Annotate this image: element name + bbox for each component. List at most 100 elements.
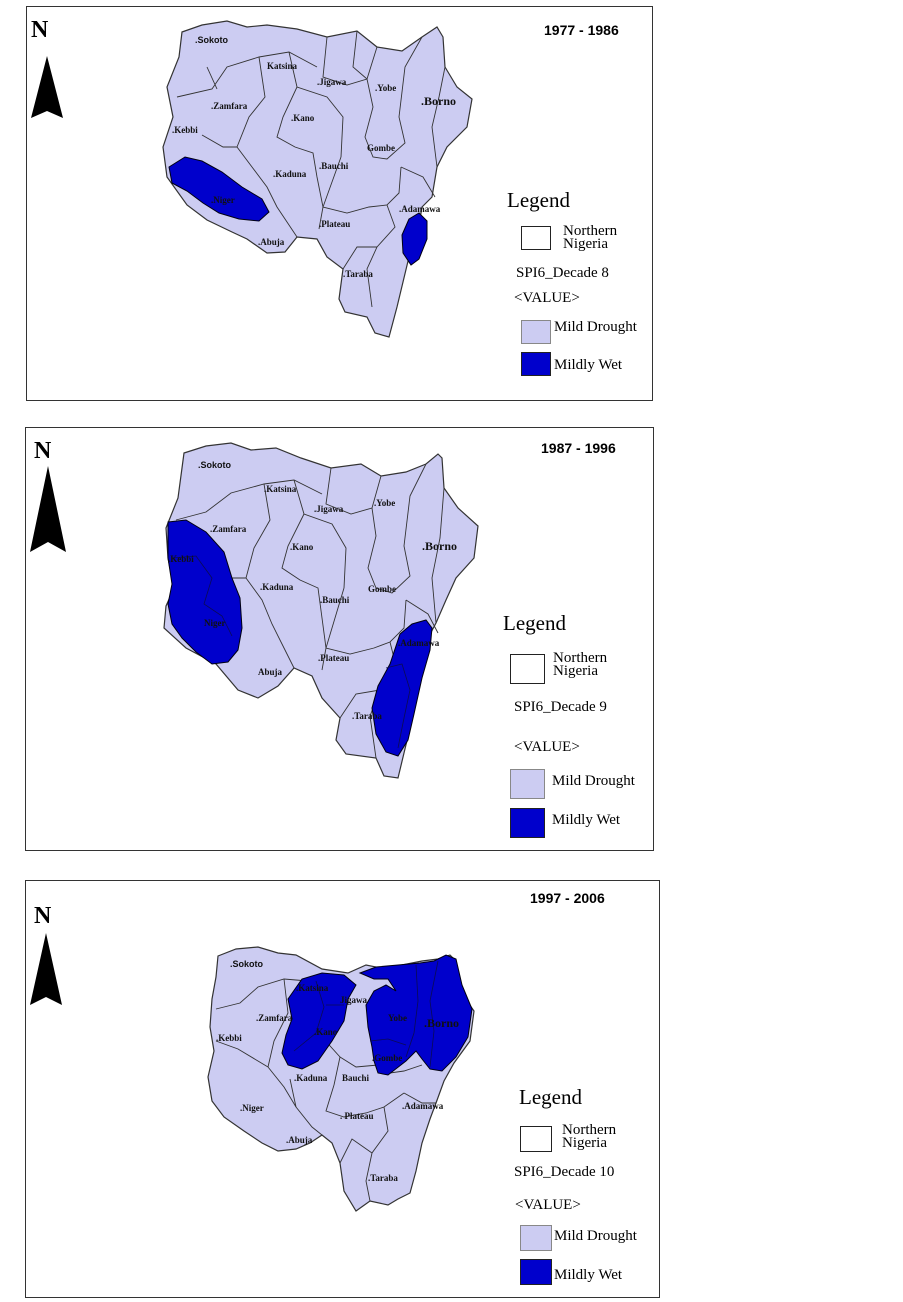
state-label-adamawa: .Adamawa: [398, 638, 440, 648]
mildly-wet-zone-east: [371, 619, 433, 757]
state-label-gombe: Gombe: [367, 143, 395, 153]
state-label-abuja: .Abuja: [258, 237, 285, 247]
legend-northern-line2: Nigeria: [562, 1135, 607, 1151]
legend-class-mild-drought: Mild Drought: [554, 1228, 637, 1244]
legend-swatch-mildly-wet: [520, 1259, 552, 1285]
legend-title: Legend: [519, 1085, 582, 1109]
legend-layer-name: SPI6_Decade 10: [514, 1164, 615, 1180]
legend-swatch-mild-drought: [510, 769, 545, 799]
state-label-plateau: .Plateau: [319, 219, 350, 229]
legend-northern-line2: Nigeria: [553, 663, 598, 679]
state-label-borno: .Borno: [421, 94, 456, 108]
state-label-niger: .Niger: [211, 195, 235, 205]
state-label-kaduna: .Kaduna: [273, 169, 307, 179]
state-label-sokoto: .Sokoto: [198, 460, 232, 470]
state-label-katsina: .Katsina: [296, 983, 329, 993]
state-label-kaduna: .Kaduna: [260, 582, 294, 592]
legend-northern-line1: Northern: [553, 650, 608, 666]
state-label-gombe: Gombe: [368, 584, 396, 594]
state-label-zamfara: .Zamfara: [256, 1013, 293, 1023]
legend-class-mildly-wet: Mildly Wet: [552, 812, 621, 828]
mildly-wet-zone-niger: [168, 156, 270, 222]
mildly-wet-zone-adamawa: [401, 212, 428, 266]
state-label-niger: Niger: [204, 618, 226, 628]
state-label-kano: .Kano: [291, 113, 315, 123]
state-label-kano: .Kano: [314, 1027, 338, 1037]
north-arrow-icon: [30, 933, 62, 1005]
state-label-taraba: .Taraba: [368, 1173, 398, 1183]
state-label-taraba: .Taraba: [352, 711, 382, 721]
state-label-kebbi: .Kebbi: [168, 554, 194, 564]
state-label-niger: .Niger: [240, 1103, 264, 1113]
state-label-yobe: Yobe: [388, 1013, 407, 1023]
state-label-kaduna: .Kaduna: [294, 1073, 328, 1083]
state-label-abuja: .Abuja: [286, 1135, 313, 1145]
state-label-gombe: .Gombe: [372, 1053, 402, 1063]
state-label-yobe: .Yobe: [374, 498, 395, 508]
state-label-adamawa: .Adamawa: [402, 1101, 444, 1111]
legend-swatch-mild-drought: [520, 1225, 552, 1251]
legend-swatch-northern-nigeria: [510, 654, 545, 684]
state-label-jigawa: .Jigawa: [317, 77, 347, 87]
period-title: 1997 - 2006: [530, 890, 605, 906]
legend-title: Legend: [503, 611, 566, 635]
state-label-adamawa: .Adamawa: [399, 204, 441, 214]
state-label-zamfara: .Zamfara: [210, 524, 247, 534]
state-borders: [176, 30, 446, 308]
period-title: 1977 - 1986: [544, 22, 619, 38]
legend-layer-name: SPI6_Decade 9: [514, 699, 607, 715]
legend-northern-line1: Northern: [563, 223, 618, 239]
legend-northern-line2: Nigeria: [563, 236, 608, 252]
map-canvas: .Sokoto .Katsina .Jigawa .Yobe .Borno .Z…: [30, 442, 479, 779]
state-label-taraba: .Taraba: [343, 269, 373, 279]
legend-swatch-mildly-wet: [510, 808, 545, 838]
state-label-bauchi: Bauchi: [342, 1073, 370, 1083]
state-label-sokoto: .Sokoto: [230, 959, 264, 969]
legend-class-mildly-wet: Mildly Wet: [554, 357, 623, 373]
legend-class-mild-drought: Mild Drought: [552, 773, 635, 789]
state-label-kano: .Kano: [290, 542, 314, 552]
legend-swatch-northern-nigeria: [520, 1126, 552, 1152]
legend-northern-line1: Northern: [562, 1122, 617, 1138]
state-label-plateau: .Plateau: [318, 653, 349, 663]
legend-class-mildly-wet: Mildly Wet: [554, 1267, 623, 1283]
state-label-jigawa: Jigawa: [340, 995, 368, 1005]
wet-zone-state-borders: [293, 960, 439, 1068]
state-label-kebbi: .Kebbi: [216, 1033, 242, 1043]
state-label-bauchi: .Bauchi: [320, 595, 350, 605]
legend-layer-name: SPI6_Decade 8: [516, 265, 609, 281]
state-label-kebbi: .Kebbi: [172, 125, 198, 135]
period-title: 1987 - 1996: [541, 440, 616, 456]
state-label-borno: .Borno: [422, 539, 457, 553]
state-label-abuja: Abuja: [258, 667, 283, 677]
state-label-borno: .Borno: [424, 1016, 459, 1030]
map-panel-decade-9: .Sokoto .Katsina .Jigawa .Yobe .Borno .Z…: [25, 427, 654, 851]
legend-value-label: <VALUE>: [514, 739, 580, 755]
legend-class-mild-drought: Mild Drought: [554, 319, 637, 335]
legend-value-label: <VALUE>: [515, 1197, 581, 1213]
north-label: N: [31, 17, 49, 43]
north-arrow-icon: [30, 466, 66, 552]
legend-title: Legend: [507, 188, 570, 212]
state-label-yobe: .Yobe: [375, 83, 396, 93]
wet-zone-state-borders: [171, 555, 411, 749]
north-label: N: [34, 438, 52, 464]
legend-swatch-mild-drought: [521, 320, 551, 344]
mildly-wet-zone-kano: [281, 972, 357, 1070]
north-arrow-icon: [31, 56, 63, 118]
state-label-zamfara: .Zamfara: [211, 101, 248, 111]
state-label-bauchi: .Bauchi: [319, 161, 349, 171]
state-label-jigawa: .Jigawa: [314, 504, 344, 514]
map-canvas: .Sokoto Katsina .Jigawa .Yobe .Borno .Za…: [31, 20, 473, 338]
state-label-katsina: Katsina: [267, 61, 298, 71]
state-label-sokoto: .Sokoto: [195, 35, 229, 45]
map-panel-decade-10: .Sokoto .Katsina Jigawa Yobe .Borno .Zam…: [25, 880, 660, 1298]
north-label: N: [34, 903, 52, 929]
state-label-katsina: .Katsina: [264, 484, 297, 494]
legend-swatch-mildly-wet: [521, 352, 551, 376]
mildly-wet-zone-west: [167, 519, 243, 665]
map-canvas: .Sokoto .Katsina Jigawa Yobe .Borno .Zam…: [30, 933, 475, 1212]
state-label-plateau: . Plateau: [340, 1111, 374, 1121]
map-panel-decade-8: .Sokoto Katsina .Jigawa .Yobe .Borno .Za…: [26, 6, 653, 401]
legend-swatch-northern-nigeria: [521, 226, 551, 250]
